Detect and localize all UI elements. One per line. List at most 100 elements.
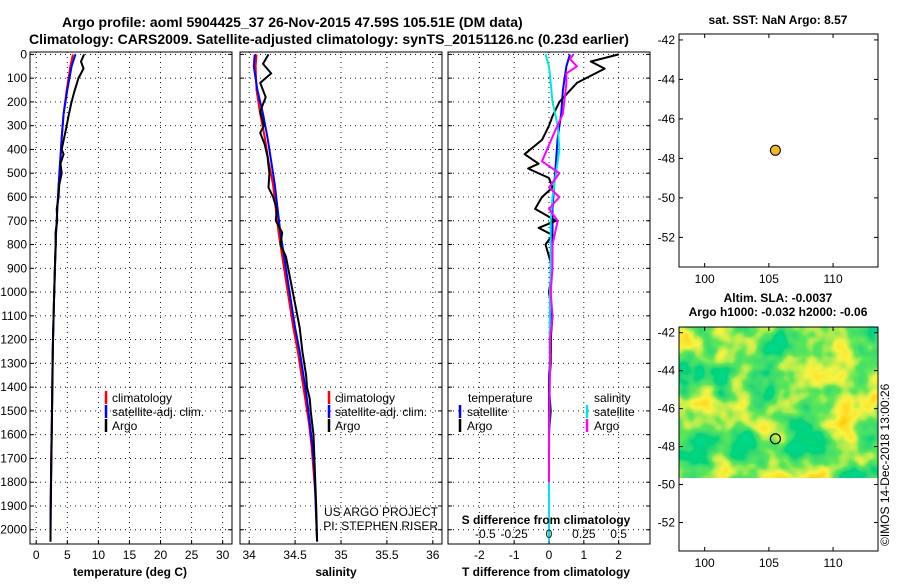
map-y-tick-label: -52 xyxy=(658,516,676,530)
depth-tick-label: 1400 xyxy=(0,380,27,394)
salinity-frame xyxy=(239,51,443,545)
depth-tick-label: 700 xyxy=(7,214,27,228)
x-tick-label: 5 xyxy=(64,548,71,562)
x-tick-label: -2 xyxy=(474,548,485,562)
depth-tick-label: 1100 xyxy=(1,309,27,323)
x-tick-label: 10 xyxy=(92,548,106,562)
difference-frame xyxy=(447,51,651,545)
depth-tick-label: 900 xyxy=(7,261,27,275)
map-y-tick-label: -44 xyxy=(658,72,676,86)
map-x-tick-label: 110 xyxy=(823,556,842,570)
x-tick-label: 34.5 xyxy=(283,548,307,562)
x-tick-label: 34 xyxy=(243,548,257,562)
sla-map-ticks: 100 105 110 -42 -44 -46 -48 -50 -52 xyxy=(658,326,878,570)
map-x-tick-label: 100 xyxy=(695,556,715,570)
depth-tick-label: 800 xyxy=(7,238,27,252)
salinity-diff-ticks: -0.5 -0.25 0 0.25 0.5 xyxy=(475,527,627,541)
s-diff-tick-label: 0.25 xyxy=(572,527,596,541)
series-temperature-argo xyxy=(523,53,619,542)
map-y-tick-label: -48 xyxy=(658,440,676,454)
depth-tick-label: 1900 xyxy=(0,499,27,513)
legend-temperature-heading: temperature xyxy=(468,391,533,405)
map-y-tick-label: -46 xyxy=(658,402,676,416)
map-y-tick-label: -50 xyxy=(658,478,676,492)
legend-argo: Argo xyxy=(112,419,138,433)
argo-location-marker xyxy=(769,144,781,156)
map-y-tick-label: -48 xyxy=(658,151,676,165)
legend-s-satellite: satellite xyxy=(594,405,635,419)
s-diff-tick-label: -0.25 xyxy=(500,527,528,541)
depth-tick-label: 500 xyxy=(7,166,27,180)
depth-tick-label: 300 xyxy=(7,119,27,133)
salinity-x-label: salinity xyxy=(315,565,357,579)
temperature-x-ticks: 0 5 10 15 20 25 30 xyxy=(33,548,230,562)
sst-map-ticks: 100 105 110 -42 -44 -46 -48 -50 -52 xyxy=(658,33,878,286)
salinity-grid xyxy=(240,52,442,544)
depth-tick-label: 0 xyxy=(20,47,27,61)
map-x-tick-label: 110 xyxy=(823,272,842,286)
sst-map-title: sat. SST: NaN Argo: 8.57 xyxy=(709,13,848,27)
legend-s-argo: Argo xyxy=(594,419,620,433)
s-difference-label: S difference from climatology xyxy=(462,513,631,527)
s-diff-tick-label: 0.5 xyxy=(610,527,627,541)
map-y-tick-label: -46 xyxy=(658,112,676,126)
depth-tick-label: 1500 xyxy=(0,404,27,418)
s-diff-tick-label: 0 xyxy=(546,527,553,541)
difference-legend: temperature satellite Argo salinity sate… xyxy=(458,391,635,433)
series-salinity-argo xyxy=(541,53,578,483)
legend-satellite-adj-2: satellite-adj. clim. xyxy=(335,405,427,419)
temperature-x-label: temperature (deg C) xyxy=(73,565,187,579)
temperature-panel: 0100200300400500600700800900100011001200… xyxy=(0,47,233,579)
sst-map: sat. SST: NaN Argo: 8.57 100 105 110 -42 -44… xyxy=(658,13,879,286)
depth-tick-label: 2000 xyxy=(0,523,27,537)
imos-watermark: ©IMOS 14-Dec-2018 13:00:26 xyxy=(878,383,892,546)
temperature-grid xyxy=(30,52,232,544)
series-argo xyxy=(49,53,86,542)
x-tick-label: 30 xyxy=(216,548,230,562)
salinity-panel: 34 34.5 35 35.5 36 salinity climatology sate… xyxy=(239,51,443,579)
legend-argo-2: Argo xyxy=(335,419,361,433)
depth-axis-labels: 0 100 200 300 400 500 600 700 800 900 1000 1100 1200… xyxy=(0,47,27,536)
depth-tick-label: 600 xyxy=(7,190,27,204)
map-y-tick-label: -44 xyxy=(658,364,676,378)
map-y-tick-label: -42 xyxy=(658,33,676,47)
sst-map-frame xyxy=(678,33,879,268)
legend-salinity-heading: salinity xyxy=(594,391,631,405)
map-x-tick-label: 100 xyxy=(695,272,715,286)
depth-tick-label: 1700 xyxy=(0,451,27,465)
legend-satellite-adj: satellite-adj. clim. xyxy=(112,405,204,419)
legend-t-satellite: satellite xyxy=(467,405,508,419)
x-tick-label: 15 xyxy=(123,548,137,562)
x-tick-label: 35 xyxy=(334,548,348,562)
sla-heatmap xyxy=(679,327,878,478)
series-argo xyxy=(259,53,319,542)
salinity-series xyxy=(252,53,319,542)
sla-map: Altim. SLA: -0.0037 Argo h1000: -0.032 h… xyxy=(658,291,879,570)
map-y-tick-label: -42 xyxy=(658,326,676,340)
x-tick-label: 0 xyxy=(546,548,553,562)
salinity-legend: climatology satellite-adj. clim. Argo xyxy=(327,391,427,433)
sla-title-1: Altim. SLA: -0.0037 xyxy=(724,291,833,305)
depth-tick-label: 400 xyxy=(7,142,27,156)
difference-x-ticks: -2 -1 0 1 2 xyxy=(474,548,622,562)
difference-panel: -2 -1 0 1 2 S difference from climatology -0… xyxy=(447,51,651,579)
temperature-legend: climatology satellite-adj. clim. Argo xyxy=(104,391,204,433)
depth-tick-label: 200 xyxy=(7,95,27,109)
x-tick-label: -1 xyxy=(509,548,520,562)
depth-tick-label: 1000 xyxy=(0,285,27,299)
depth-tick-label: 1200 xyxy=(0,333,27,347)
sla-title-2: Argo h1000: -0.032 h2000: -0.06 xyxy=(689,305,868,319)
depth-tick-label: 1600 xyxy=(0,428,27,442)
temperature-series xyxy=(49,53,86,542)
title-line-2: Climatology: CARS2009. Satellite-adjuste… xyxy=(29,31,629,47)
credit-pi: PI: STEPHEN RISER xyxy=(323,519,438,533)
sla-field xyxy=(679,327,878,478)
x-tick-label: 35.5 xyxy=(375,548,399,562)
difference-series xyxy=(523,53,619,542)
salinity-x-ticks: 34 34.5 35 35.5 36 xyxy=(243,548,440,562)
map-x-tick-label: 105 xyxy=(759,556,779,570)
s-diff-tick-label: -0.5 xyxy=(475,527,496,541)
depth-tick-label: 100 xyxy=(7,71,27,85)
x-tick-label: 0 xyxy=(33,548,40,562)
